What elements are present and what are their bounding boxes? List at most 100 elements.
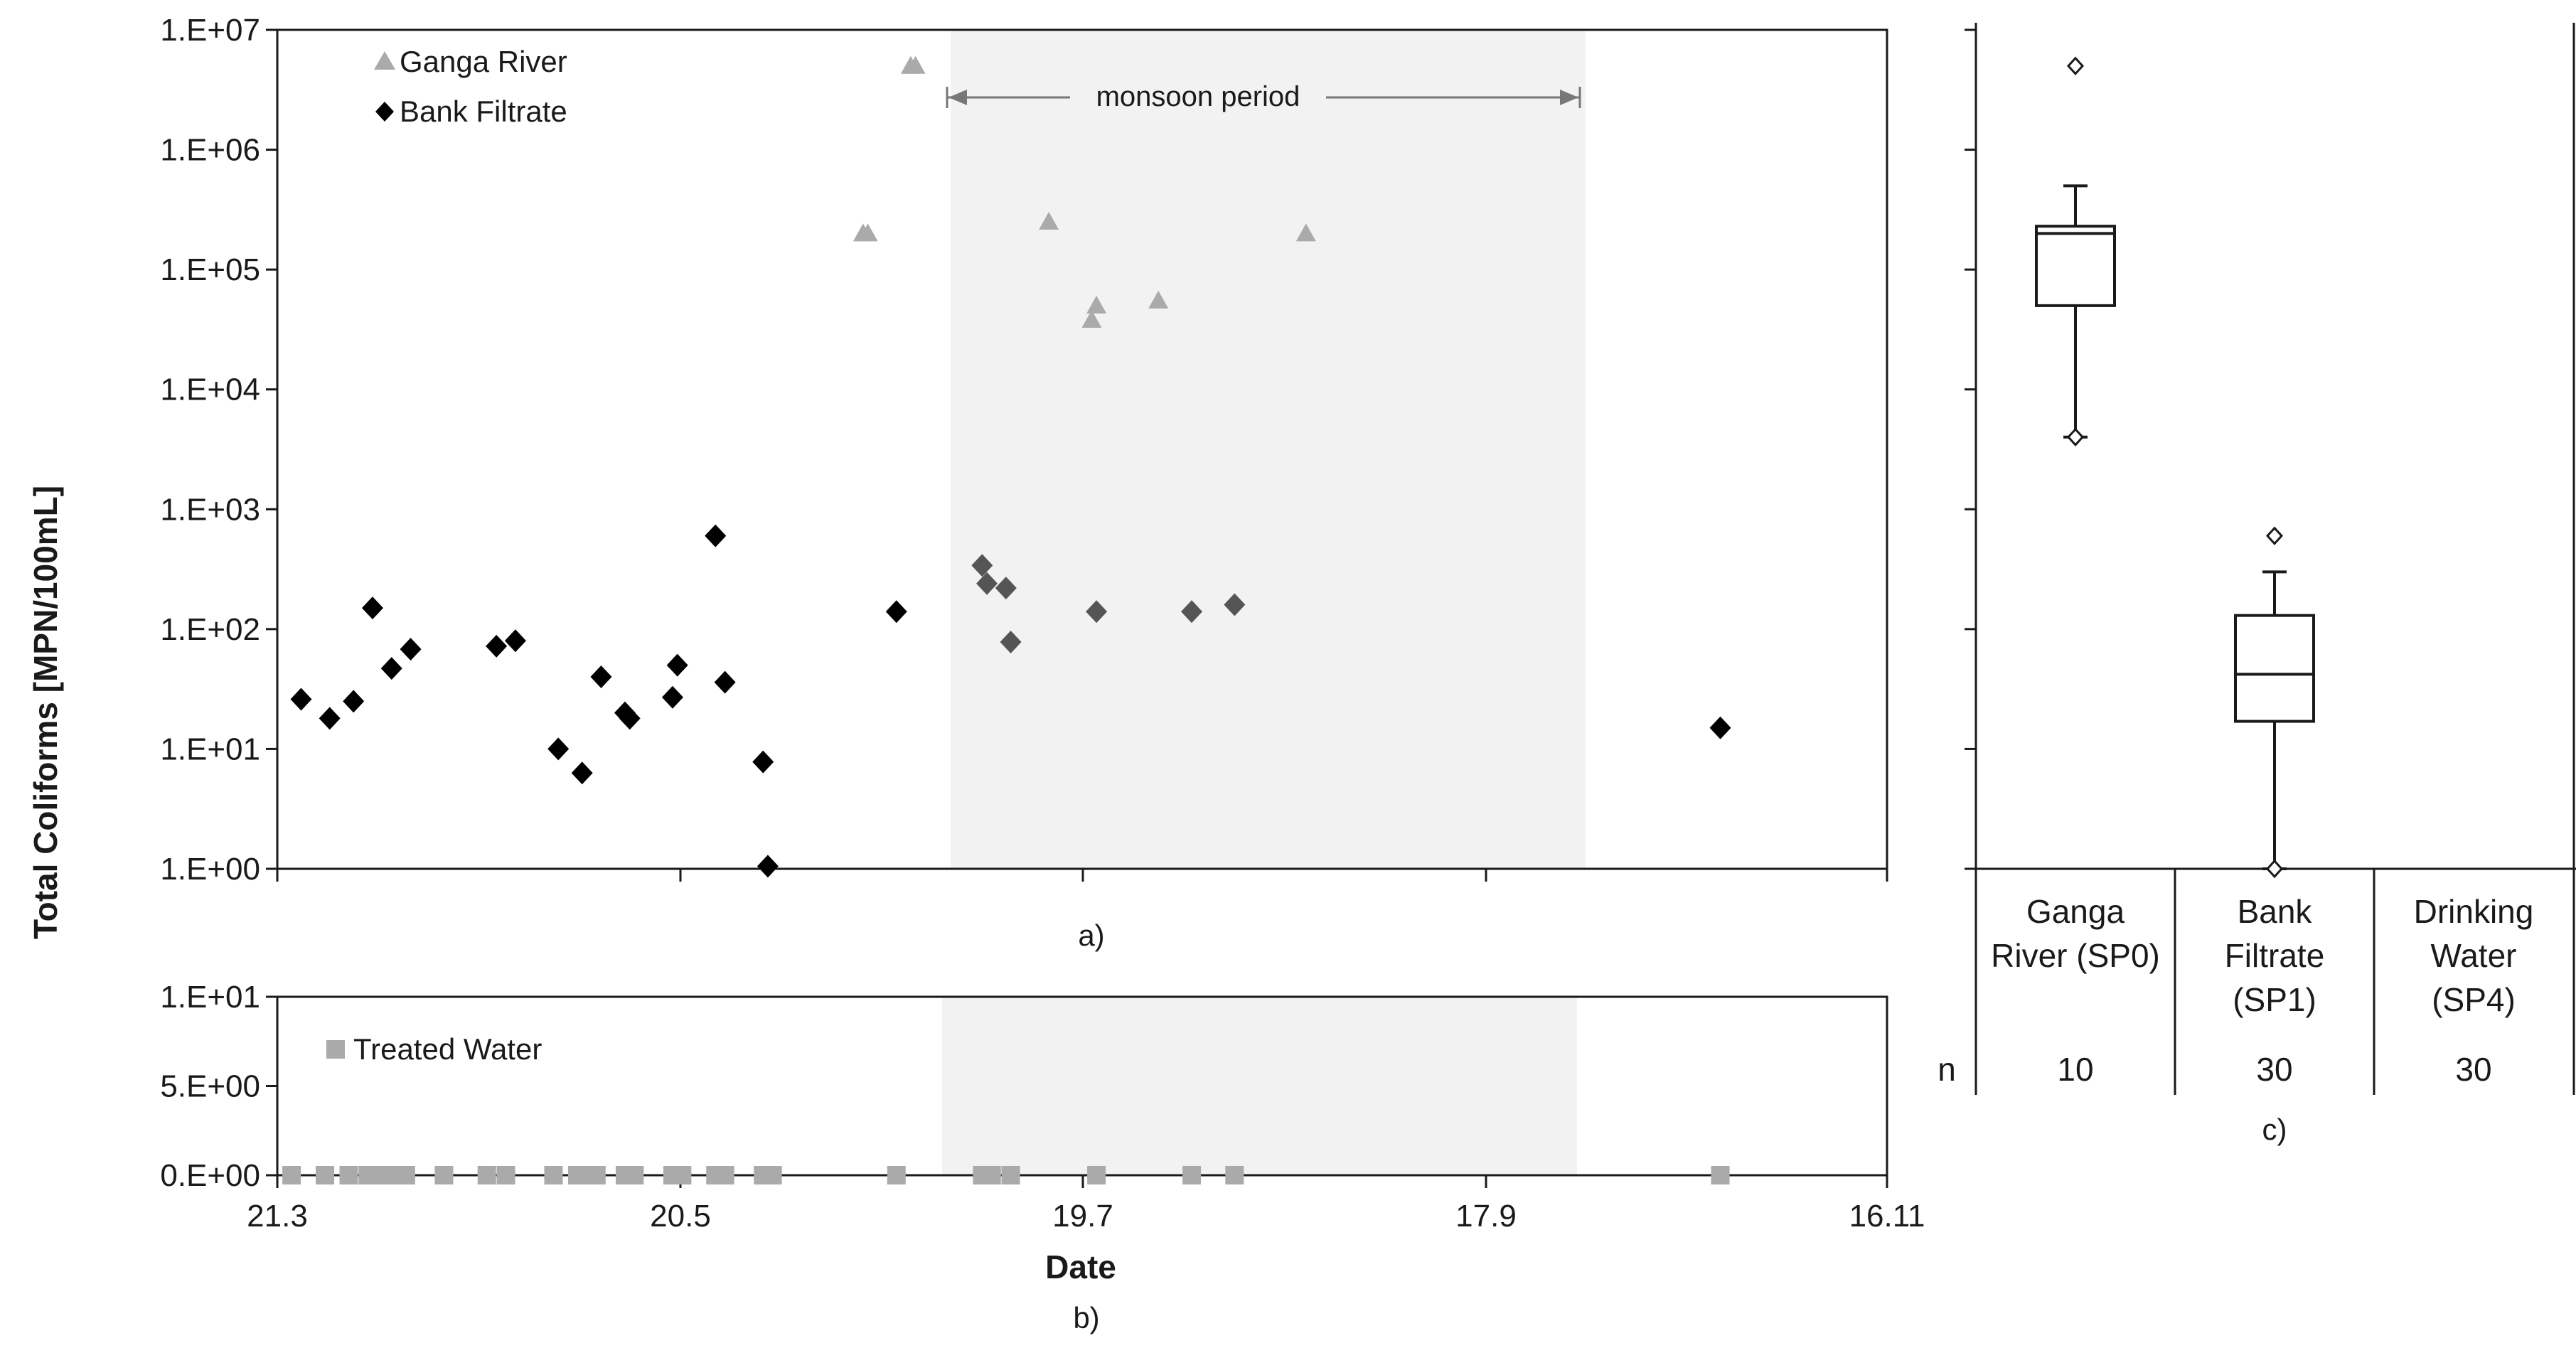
panel-a-scatter: 1.E+00 1.E+01 1.E+02 1.E+03 1.E+04 1.E+05 1.E+…	[160, 13, 1888, 952]
treated-water-point	[1225, 1166, 1244, 1184]
bank-filtrate-point	[757, 855, 779, 878]
ganga-river-point	[1295, 223, 1316, 242]
legend-ganga-river-marker	[374, 51, 395, 70]
bank-filtrate-point	[661, 685, 683, 709]
bank-filtrate-point	[619, 707, 641, 730]
bank-filtrate-point	[343, 690, 365, 713]
treated-water-point	[673, 1166, 692, 1184]
panel-c-n-value: 30	[2455, 1051, 2491, 1088]
x-axis-title: Date	[1045, 1248, 1116, 1285]
panel-c-category-label: Ganga	[2026, 893, 2125, 930]
bank-filtrate-point	[666, 653, 688, 677]
legend-treated-water-label: Treated Water	[353, 1032, 542, 1066]
bank-filtrate-point	[976, 572, 998, 595]
panel-c-n-value: 10	[2057, 1051, 2093, 1088]
panel-c-category-label: Drinking	[2414, 893, 2534, 930]
legend-ganga-river-label: Ganga River	[400, 45, 567, 78]
ganga-river-point	[1086, 295, 1107, 314]
monsoon-period-label: monsoon period	[1096, 81, 1300, 112]
legend-bank-filtrate-marker	[375, 102, 394, 122]
ganga-river-point	[857, 223, 878, 242]
panel-c-y-ticks	[1965, 28, 1976, 870]
bank-filtrate-point	[995, 577, 1017, 600]
panel-c-n-value: 30	[2256, 1051, 2292, 1088]
panel-c-category-label: (SP1)	[2233, 981, 2316, 1018]
box-outlier	[2265, 859, 2284, 879]
panel-c-category-label: (SP4)	[2432, 981, 2516, 1018]
ganga-river-point	[1039, 212, 1059, 230]
box-outlier	[2066, 56, 2085, 75]
panel-a-caption: a)	[1078, 919, 1104, 952]
panel-b-x-tick-label: 17.9	[1455, 1199, 1517, 1234]
panel-a-legend: Ganga River Bank Filtrate	[374, 45, 567, 128]
bank-filtrate-point	[571, 761, 593, 785]
panel-c-category-label: Filtrate	[2225, 937, 2325, 974]
box-iqr	[2234, 614, 2315, 723]
panel-b-monsoon-shade	[942, 997, 1577, 1175]
treated-water-point	[339, 1166, 358, 1184]
treated-water-point	[1087, 1166, 1106, 1184]
panel-c-category-label: Bank	[2238, 893, 2313, 930]
treated-water-point	[434, 1166, 454, 1184]
monsoon-arrow-right-head	[1560, 90, 1578, 105]
treated-water-point	[544, 1166, 563, 1184]
bank-filtrate-point	[504, 629, 526, 653]
bank-filtrate-point	[714, 670, 736, 694]
panel-b-y-tick-label: 0.E+00	[160, 1158, 260, 1193]
panel-a-y-ticks: 1.E+00 1.E+01 1.E+02 1.E+03 1.E+04 1.E+05 1.E+…	[160, 13, 277, 887]
panel-b-x-tick-label: 16.11	[1849, 1199, 1925, 1234]
panel-a-x-ticks	[276, 869, 1888, 882]
treated-water-point	[887, 1166, 906, 1184]
treated-water-point	[587, 1166, 606, 1184]
box-outlier	[2066, 427, 2085, 447]
panel-a-y-tick-label: 1.E+02	[160, 612, 260, 647]
bank-filtrate-points	[290, 524, 1731, 878]
bank-filtrate-point	[1086, 600, 1108, 624]
bank-filtrate-point	[547, 737, 570, 761]
panel-b-caption: b)	[1073, 1301, 1099, 1334]
panel-a-y-tick-label: 1.E+03	[160, 492, 260, 527]
treated-water-point	[1001, 1166, 1020, 1184]
panel-b-y-tick-label: 1.E+01	[160, 980, 260, 1015]
bank-filtrate-point	[885, 600, 907, 624]
ganga-river-point	[1148, 290, 1169, 309]
panel-b-x-tick-label: 21.3	[247, 1199, 308, 1234]
panel-a-y-tick-label: 1.E+00	[160, 852, 260, 887]
y-axis-title: Total Coliforms [MPN/100mL]	[27, 486, 64, 939]
panel-a-y-tick-label: 1.E+07	[160, 13, 260, 48]
bank-filtrate-point	[1709, 716, 1731, 739]
n-row-label: n	[1938, 1051, 1956, 1088]
treated-water-point	[1182, 1166, 1202, 1184]
legend-treated-water-marker	[326, 1040, 345, 1059]
panel-a-y-tick-label: 1.E+05	[160, 252, 260, 287]
treated-water-point	[477, 1166, 496, 1184]
bank-filtrate-point	[1000, 631, 1022, 654]
panel-a-y-tick-label: 1.E+04	[160, 373, 260, 407]
bank-filtrate-point	[971, 554, 993, 577]
bank-filtrate-point	[361, 597, 383, 620]
treated-water-point	[625, 1166, 644, 1184]
panel-b-scatter: 0.E+00 5.E+00 1.E+01 21.3 20.5 19.7 17.9 16.11…	[160, 980, 1925, 1334]
panel-a-y-tick-label: 1.E+01	[160, 732, 260, 766]
panel-a-y-tick-label: 1.E+06	[160, 133, 260, 168]
panel-b-x-tick-label: 19.7	[1052, 1199, 1113, 1234]
ganga-river-point	[1081, 309, 1102, 328]
monsoon-period-annotation: monsoon period	[946, 81, 1581, 112]
panel-b-y-ticks: 0.E+00 5.E+00 1.E+01	[160, 980, 277, 1193]
panel-b-x-ticks: 21.3 20.5 19.7 17.9 16.11	[247, 1175, 1925, 1234]
bank-filtrate-point	[1224, 593, 1246, 616]
treated-water-point	[282, 1166, 301, 1184]
legend-bank-filtrate-label: Bank Filtrate	[400, 95, 567, 128]
treated-water-point	[763, 1166, 782, 1184]
bank-filtrate-point	[705, 524, 727, 547]
bank-filtrate-point	[380, 657, 402, 680]
treated-water-point	[315, 1166, 334, 1184]
panel-c-category-labels: Ganga River (SP0) 10 Bank Filtrate (SP1) 30 Dri…	[1991, 893, 2533, 1088]
ganga-river-point	[905, 55, 926, 74]
box-iqr	[2035, 225, 2116, 307]
panel-c-boxplot: Ganga River (SP0) 10 Bank Filtrate (SP1) 30 Dri…	[1938, 23, 2576, 1146]
panel-b-y-tick-label: 5.E+00	[160, 1069, 260, 1104]
panel-c-boxes	[2035, 56, 2315, 879]
treated-water-point	[982, 1166, 1001, 1184]
bank-filtrate-point	[752, 750, 774, 774]
